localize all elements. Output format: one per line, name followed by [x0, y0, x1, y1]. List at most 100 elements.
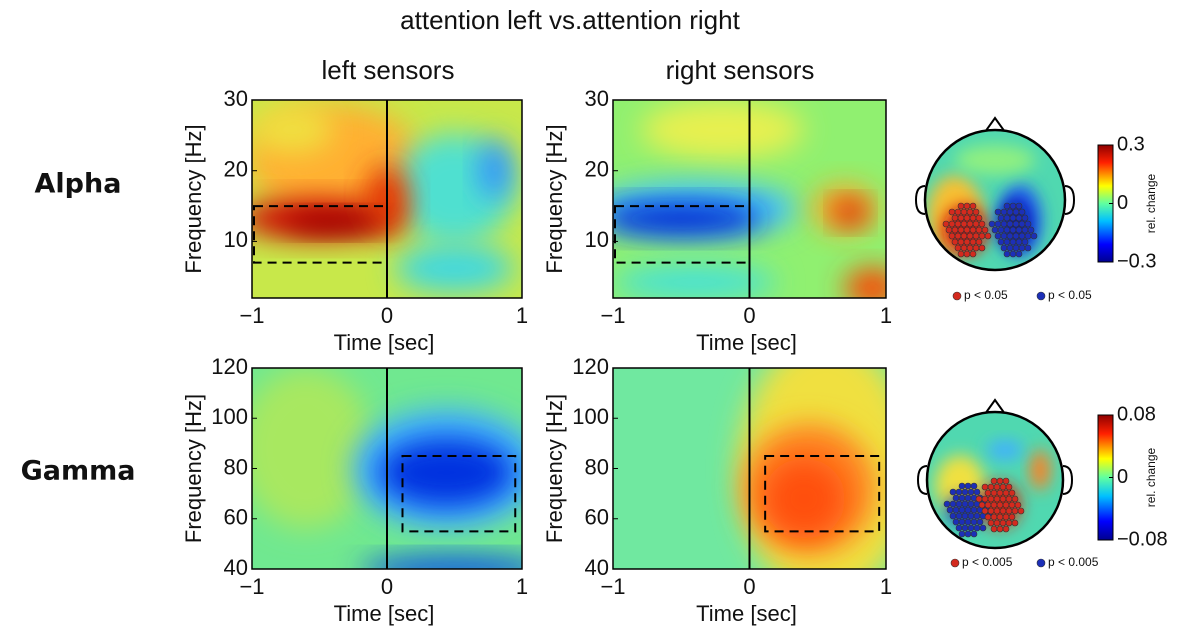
x-axis-label: Time [sec]	[334, 330, 435, 355]
sensor-dot	[987, 507, 995, 515]
sensor-dot	[958, 530, 966, 538]
sensor-dot	[1030, 232, 1038, 240]
sensor-dot	[964, 506, 972, 514]
sensor-dot	[967, 500, 975, 508]
dashed-box	[764, 454, 881, 533]
sensor-dot	[1009, 250, 1017, 258]
sensor-dot	[981, 483, 989, 491]
sensor-dot	[972, 244, 980, 252]
sensor-dot	[966, 244, 974, 252]
y-tick-label: 40	[224, 555, 248, 580]
sensor-dot	[1011, 519, 1019, 527]
sensor-dot	[969, 202, 977, 210]
colorbar-tick-label: −0.08	[1117, 528, 1168, 550]
sensor-dot	[964, 530, 972, 538]
sensor-dot	[987, 519, 995, 527]
x-axis-label: Time [sec]	[696, 330, 797, 355]
sensor-dot	[984, 489, 992, 497]
row-label: Gamma	[21, 456, 136, 487]
head-outline	[925, 410, 1065, 550]
y-tick-label: 60	[224, 505, 248, 530]
sensor-dot	[1009, 226, 1017, 234]
sensor-dot	[957, 226, 965, 234]
sensor-dot	[955, 524, 963, 532]
y-tick-label: 40	[585, 555, 609, 580]
sensor-dot	[994, 220, 1002, 228]
sensor-dot	[958, 506, 966, 514]
sensor-dot	[990, 525, 998, 533]
sensor-dot	[981, 226, 989, 234]
heatmap	[252, 100, 522, 298]
sensor-dot	[1018, 244, 1026, 252]
sensor-dot	[954, 232, 962, 240]
dashed-box	[614, 205, 751, 264]
sensor-dot	[1008, 489, 1016, 497]
sensor-dot	[993, 483, 1001, 491]
legend-dot	[950, 558, 960, 568]
sensor-dot	[1024, 220, 1032, 228]
y-tick-label: 120	[211, 354, 248, 379]
sensor-dot	[975, 226, 983, 234]
sensor-dot	[993, 507, 1001, 515]
sensor-dot	[1003, 214, 1011, 222]
sensor-dot	[961, 512, 969, 520]
x-tick-label: 0	[381, 303, 393, 328]
sensor-dot	[970, 530, 978, 538]
sensor-dot	[1015, 250, 1023, 258]
sensor-dot	[988, 220, 996, 228]
colorbar-label: rel. change	[1144, 173, 1158, 233]
y-tick-label: 120	[572, 354, 609, 379]
sensor-dot	[963, 238, 971, 246]
sensor-dot	[948, 232, 956, 240]
y-axis-label: Frequency [Hz]	[181, 394, 206, 543]
y-tick-label: 30	[224, 86, 248, 111]
sensor-dot	[1005, 519, 1013, 527]
sensor-dot	[967, 524, 975, 532]
sensor-dot	[964, 482, 972, 490]
x-tick-label: 1	[516, 574, 528, 599]
sensor-dot	[1014, 501, 1022, 509]
sensor-dot	[1021, 214, 1029, 222]
sensor-dot	[1009, 238, 1017, 246]
sensor-dot	[951, 238, 959, 246]
sensor-dot	[969, 238, 977, 246]
sensor-dot	[948, 208, 956, 216]
sensor-dot	[1006, 220, 1014, 228]
sensor-dot	[1000, 244, 1008, 252]
x-tick-label: 0	[743, 574, 755, 599]
y-axis-label: Frequency [Hz]	[542, 394, 567, 543]
legend-label: p < 0.005	[1048, 555, 1099, 569]
x-tick-label: 1	[880, 303, 892, 328]
legend-dot	[1036, 558, 1046, 568]
sensor-dot	[963, 214, 971, 222]
topo-blob	[955, 145, 1035, 175]
topo-blob	[987, 440, 1023, 460]
colorbar-tick-label: 0	[1117, 192, 1128, 214]
sensor-dot	[987, 483, 995, 491]
sensor-dot	[1000, 220, 1008, 228]
sensor-dot	[997, 226, 1005, 234]
sensor-dot	[1005, 495, 1013, 503]
y-tick-label: 30	[585, 86, 609, 111]
sensor-dot	[970, 518, 978, 526]
sensor-dot	[948, 220, 956, 228]
row-label: Alpha	[35, 169, 122, 200]
y-tick-label: 80	[224, 454, 248, 479]
colorbar-tick-label: −0.3	[1117, 250, 1156, 272]
sensor-dot	[1005, 483, 1013, 491]
head-outline	[923, 128, 1067, 272]
sensor-dot	[951, 214, 959, 222]
legend-dot	[952, 291, 962, 301]
sensor-dot	[1018, 232, 1026, 240]
sensor-dot	[984, 232, 992, 240]
heatmap-blob	[640, 100, 805, 160]
sensor-dot	[955, 512, 963, 520]
sensor-dot	[991, 226, 999, 234]
column-title: left sensors	[322, 55, 455, 85]
sensor-dot	[964, 494, 972, 502]
sensor-dot	[972, 220, 980, 228]
sensor-dot	[961, 524, 969, 532]
sensor-dot	[960, 220, 968, 228]
y-tick-label: 100	[572, 404, 609, 429]
sensor-dot	[942, 220, 950, 228]
